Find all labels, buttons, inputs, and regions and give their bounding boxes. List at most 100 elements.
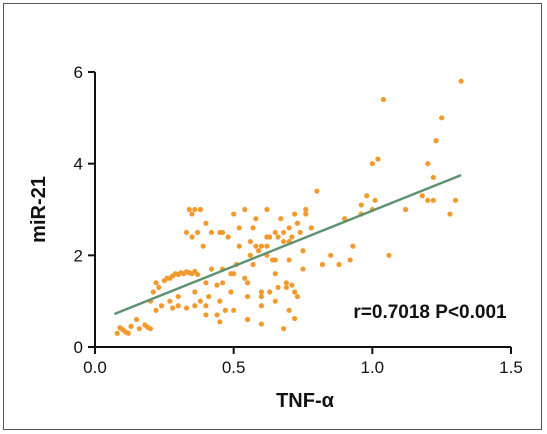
data-point bbox=[264, 243, 270, 249]
data-point bbox=[364, 193, 370, 199]
data-point bbox=[231, 211, 237, 217]
data-point bbox=[250, 261, 256, 268]
data-point bbox=[258, 289, 264, 295]
data-point bbox=[150, 289, 156, 295]
correlation-annotation: r=0.7018 P<0.001 bbox=[353, 302, 507, 323]
data-point bbox=[283, 284, 289, 291]
data-point bbox=[452, 197, 459, 203]
data-point bbox=[272, 229, 278, 236]
data-point bbox=[294, 220, 301, 226]
data-point bbox=[219, 280, 226, 286]
data-point bbox=[280, 229, 287, 236]
data-point bbox=[292, 211, 298, 217]
data-point bbox=[458, 78, 464, 84]
data-point bbox=[300, 248, 306, 254]
data-point bbox=[375, 156, 381, 162]
data-point bbox=[183, 229, 190, 236]
data-point bbox=[439, 115, 445, 121]
data-point bbox=[200, 243, 206, 249]
data-point bbox=[425, 161, 431, 167]
data-point bbox=[128, 323, 134, 329]
data-point bbox=[278, 216, 284, 222]
data-point bbox=[258, 243, 264, 249]
data-point bbox=[167, 298, 173, 304]
y-tick-label: 4 bbox=[74, 155, 83, 174]
data-point bbox=[347, 257, 353, 263]
data-point bbox=[286, 307, 292, 313]
data-point bbox=[247, 238, 253, 245]
data-point bbox=[342, 216, 348, 222]
data-point bbox=[297, 229, 303, 236]
data-point bbox=[153, 280, 159, 286]
data-point bbox=[134, 316, 140, 323]
y-tick-label: 0 bbox=[74, 338, 83, 357]
data-point bbox=[350, 243, 356, 249]
data-point bbox=[256, 248, 262, 254]
data-point bbox=[189, 234, 195, 240]
data-point bbox=[192, 303, 198, 309]
data-point bbox=[114, 330, 120, 336]
x-tick-label: 1.0 bbox=[361, 358, 385, 377]
x-ticks: 0.0 0.5 1.0 1.5 bbox=[83, 347, 523, 377]
data-point bbox=[242, 275, 248, 281]
data-point bbox=[258, 293, 264, 300]
data-point bbox=[161, 277, 167, 284]
data-point bbox=[178, 270, 184, 276]
data-point bbox=[222, 307, 228, 313]
data-point bbox=[425, 197, 431, 203]
x-tick-label: 0.0 bbox=[83, 358, 107, 377]
data-point bbox=[206, 293, 212, 300]
data-point bbox=[292, 315, 298, 322]
data-point bbox=[280, 326, 287, 332]
data-point bbox=[195, 271, 201, 278]
data-point bbox=[203, 220, 209, 226]
data-point bbox=[430, 197, 436, 203]
data-point bbox=[231, 271, 237, 277]
x-tick-label: 1.5 bbox=[499, 358, 523, 377]
figure-frame bbox=[3, 3, 542, 430]
data-point bbox=[192, 206, 198, 213]
data-point bbox=[369, 161, 375, 167]
regression-line bbox=[113, 174, 462, 316]
data-point bbox=[272, 257, 278, 263]
data-point bbox=[294, 293, 301, 300]
data-point bbox=[272, 298, 278, 304]
data-point bbox=[264, 206, 270, 213]
data-point bbox=[267, 289, 273, 295]
data-point bbox=[167, 275, 173, 281]
data-point bbox=[380, 96, 387, 103]
data-point bbox=[156, 284, 162, 291]
x-tick-label: 0.5 bbox=[222, 358, 246, 377]
data-point bbox=[195, 229, 201, 236]
data-point bbox=[217, 298, 223, 304]
data-point bbox=[244, 293, 251, 300]
y-axis-title: miR-21 bbox=[28, 176, 50, 243]
data-point bbox=[275, 234, 281, 240]
data-point bbox=[336, 261, 342, 268]
y-tick-label: 6 bbox=[74, 63, 83, 82]
points-layer bbox=[114, 78, 464, 336]
data-point bbox=[244, 280, 251, 286]
data-point bbox=[225, 234, 231, 240]
data-point bbox=[319, 261, 326, 268]
data-point bbox=[217, 319, 223, 325]
data-point bbox=[228, 289, 234, 295]
data-point bbox=[386, 252, 392, 258]
data-point bbox=[275, 284, 281, 291]
data-point bbox=[158, 303, 165, 309]
data-point bbox=[236, 243, 242, 249]
data-point bbox=[250, 225, 256, 231]
data-point bbox=[175, 293, 181, 300]
data-point bbox=[328, 252, 334, 258]
data-point bbox=[192, 289, 198, 295]
data-point bbox=[125, 330, 131, 336]
data-point bbox=[236, 225, 242, 231]
data-point bbox=[286, 225, 292, 231]
data-point bbox=[433, 138, 439, 144]
y-tick-label: 2 bbox=[74, 246, 83, 265]
data-point bbox=[170, 305, 176, 311]
data-point bbox=[419, 193, 425, 199]
data-point bbox=[403, 206, 409, 213]
data-point bbox=[208, 229, 215, 236]
